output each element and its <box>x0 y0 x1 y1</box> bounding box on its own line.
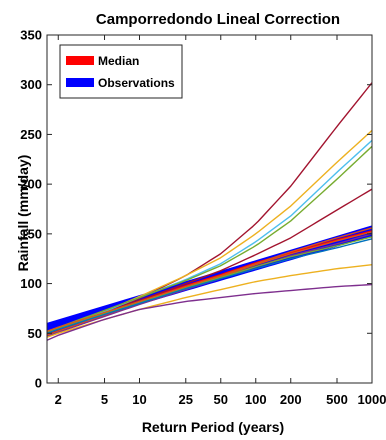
series-line-9 <box>46 236 373 333</box>
y-tick-label-100: 100 <box>20 276 42 291</box>
series-line-10 <box>46 238 373 334</box>
x-tick-label-25: 25 <box>179 392 193 407</box>
series-line-13 <box>46 227 373 332</box>
legend-label-observations: Observations <box>98 76 175 90</box>
x-tick-label-500: 500 <box>326 392 348 407</box>
y-tick-label-0: 0 <box>35 376 42 391</box>
legend: Median Observations <box>59 44 183 99</box>
legend-swatch-median <box>66 56 94 65</box>
x-tick-label-50: 50 <box>214 392 228 407</box>
legend-label-median: Median <box>98 54 139 68</box>
x-axis-label: Return Period (years) <box>142 419 284 435</box>
y-tick-label-250: 250 <box>20 127 42 142</box>
series-line-3 <box>46 139 373 333</box>
y-ticks: 0 50 100 150 200 250 300 350 <box>20 28 372 391</box>
x-tick-label-100: 100 <box>245 392 267 407</box>
y-tick-label-150: 150 <box>20 226 42 241</box>
series-line-12 <box>46 283 373 341</box>
axes-frame <box>46 34 373 384</box>
legend-box <box>59 44 183 99</box>
x-tick-label-200: 200 <box>280 392 302 407</box>
series-line-4 <box>46 145 373 332</box>
y-tick-label-300: 300 <box>20 77 42 92</box>
y-tick-label-50: 50 <box>28 326 42 341</box>
chart-title: Camporredondo Lineal Correction <box>96 11 340 28</box>
y-tick-label-350: 350 <box>20 28 42 43</box>
y-tick-label-200: 200 <box>20 177 42 192</box>
x-tick-label-10: 10 <box>132 392 146 407</box>
x-tick-label-5: 5 <box>101 392 108 407</box>
x-tick-label-1000: 1000 <box>358 392 386 407</box>
x-ticks: 2 5 10 25 50 100 200 500 1000 <box>55 35 386 407</box>
series-layer <box>46 82 373 341</box>
legend-swatch-observations <box>66 78 94 87</box>
y-axis-label: Rainfall (mm/day) <box>15 155 31 272</box>
x-tick-label-2: 2 <box>55 392 62 407</box>
